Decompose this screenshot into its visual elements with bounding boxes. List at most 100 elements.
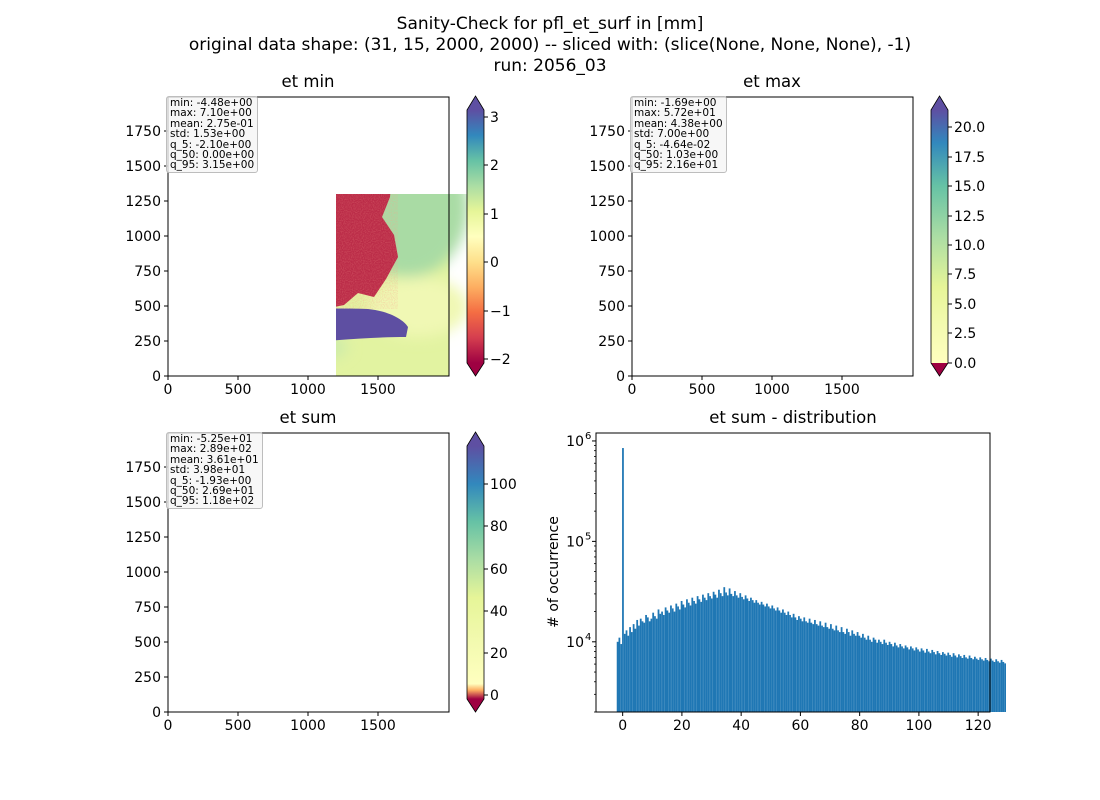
histogram-bar (659, 613, 662, 712)
histogram-bar (933, 652, 935, 712)
x-tick-label: 1000 (290, 718, 326, 734)
histogram-bar (842, 632, 845, 712)
y-tick-label: 500 (134, 299, 161, 315)
x-tick-label: 80 (851, 718, 869, 734)
histogram-bar (826, 627, 829, 712)
histogram-bar (702, 594, 704, 712)
y-tick-label: 1500 (125, 495, 161, 511)
histogram-bar (854, 635, 857, 712)
y-tick-exponent: 4 (585, 632, 591, 643)
et-sum-colorbar (466, 431, 485, 713)
histogram-bar (650, 618, 653, 712)
histogram-bar (956, 657, 959, 712)
histogram-bar (661, 611, 663, 712)
histogram-bar (838, 632, 841, 712)
histogram-bar (732, 596, 735, 712)
colorbar-tick-label: 80 (490, 519, 508, 535)
histogram-bar (634, 628, 637, 712)
histogram-bar (662, 614, 665, 712)
stat-line: std: 7.00e+00 (634, 128, 710, 141)
colorbar-tick-label: 10.0 (954, 238, 985, 254)
et-max-title: et max (743, 72, 801, 91)
histogram-bar (947, 652, 950, 712)
histogram-bar (890, 644, 893, 712)
histogram-bar (654, 616, 656, 712)
y-tick-label: 1000 (125, 565, 161, 581)
histogram-bar (867, 635, 870, 712)
y-tick-label: 500 (598, 299, 625, 315)
histogram-bar (879, 641, 882, 712)
histogram-bar (974, 656, 976, 712)
histogram-bar (846, 628, 848, 712)
histogram-bar (746, 598, 749, 712)
histogram-bar (934, 654, 937, 712)
x-tick-label: 500 (689, 382, 716, 398)
histogram-bar (872, 637, 875, 712)
histogram-bar (869, 639, 871, 712)
colorbar-tick-label: −1 (490, 304, 511, 320)
y-tick-label: 10 (566, 635, 584, 651)
histogram-bar (652, 612, 655, 712)
histogram-bar (712, 591, 715, 712)
stat-line: std: 1.53e+00 (170, 128, 246, 141)
y-tick-label: 1750 (125, 460, 161, 476)
y-tick-label: 250 (134, 334, 161, 350)
histogram-bar (897, 647, 900, 712)
histogram-bar (910, 646, 912, 712)
histogram-bar (767, 606, 770, 712)
histogram-bar (801, 621, 804, 712)
histogram-bar (705, 600, 708, 712)
x-tick-label: 0 (618, 718, 627, 734)
histogram-bar (684, 607, 687, 712)
figure-title-line-1: Sanity-Check for pfl_et_surf in [mm] (396, 14, 704, 34)
x-tick-label: 500 (225, 382, 252, 398)
histogram-bar (794, 617, 797, 712)
histogram-bar (810, 622, 813, 712)
y-tick-label: 0 (152, 369, 161, 385)
histogram-bar (670, 605, 672, 712)
histogram-bar (776, 607, 779, 712)
histogram-bar (680, 600, 683, 712)
histogram-bar (835, 625, 838, 712)
histogram-bar (693, 600, 695, 712)
x-tick-label: 1500 (824, 382, 860, 398)
y-tick-label: 500 (134, 635, 161, 651)
stat-line: max: 7.10e+00 (170, 107, 252, 120)
y-tick-label: 750 (134, 264, 161, 280)
histogram-bar (901, 646, 903, 712)
stat-line: q_5: -2.10e+00 (170, 138, 252, 151)
histogram-bar (874, 639, 877, 712)
histogram-bar (707, 593, 710, 712)
histogram-bar (728, 588, 731, 712)
histogram-bar (894, 642, 896, 712)
et-max-stats-box: min: -1.69e+00 max: 5.72e+01 mean: 4.38e+… (630, 96, 727, 173)
histogram-bar (742, 599, 745, 712)
et-sum-axes-ticks: 0 500 1000 1500 1750 1500 1250 1000 750 … (125, 460, 395, 734)
histogram-bar (780, 612, 783, 712)
histogram-bar (950, 656, 953, 712)
histogram-bar (645, 614, 647, 712)
histogram-bar (858, 635, 861, 712)
histogram-bar (892, 646, 895, 712)
colorbar-tick-label: 5.0 (954, 297, 976, 313)
histogram-bar (618, 637, 621, 712)
histogram-bar (709, 596, 711, 712)
histogram-bar (641, 621, 644, 712)
x-tick-label: 1000 (754, 382, 790, 398)
stat-line: q_95: 2.16e+01 (634, 159, 719, 172)
histogram-bar (831, 628, 834, 712)
et-sum-distribution-title: et sum - distribution (709, 408, 877, 427)
histogram-bar (965, 657, 967, 712)
histogram-bar (698, 599, 701, 712)
histogram-bar (1004, 663, 1006, 712)
histogram-bar (970, 657, 973, 712)
histogram-bar (639, 618, 642, 712)
histogram-bar (691, 597, 694, 712)
stat-line: min: -4.48e+00 (170, 97, 253, 109)
histogram-bar (726, 595, 729, 712)
et-sum-colorbar-ticks: 100 80 60 40 20 0 (484, 477, 517, 704)
histogram-bar (945, 655, 948, 712)
colorbar-tick-label: 0.0 (954, 356, 976, 372)
histogram-bar (694, 603, 697, 712)
x-tick-label: 1500 (360, 382, 396, 398)
